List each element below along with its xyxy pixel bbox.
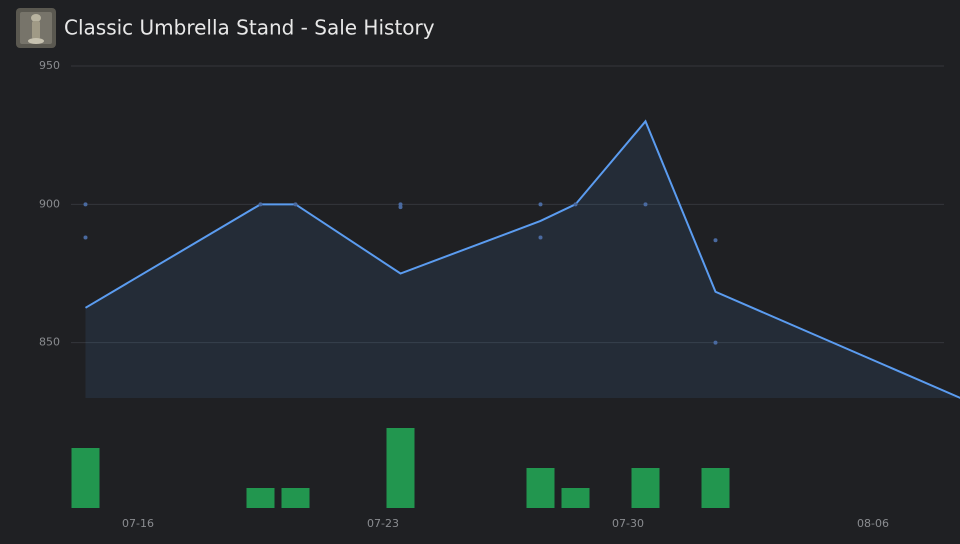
- x-tick-label: 08-06: [857, 517, 889, 530]
- volume-bar: [247, 488, 275, 508]
- sale-dot: [714, 238, 718, 242]
- x-tick-label: 07-23: [367, 517, 399, 530]
- sale-dot: [84, 202, 88, 206]
- sale-dot: [644, 202, 648, 206]
- chart-title: Classic Umbrella Stand - Sale History: [64, 16, 435, 40]
- y-tick-label: 900: [39, 197, 60, 210]
- volume-bar: [632, 468, 660, 508]
- volume-bar: [702, 468, 730, 508]
- x-tick-label: 07-30: [612, 517, 644, 530]
- sale-dot: [294, 202, 298, 206]
- x-tick-label: 07-16: [122, 517, 154, 530]
- sale-dot: [399, 205, 403, 209]
- volume-bar: [527, 468, 555, 508]
- volume-bar: [387, 428, 415, 508]
- volume-bar: [72, 448, 100, 508]
- sale-dot: [259, 202, 263, 206]
- sale-dot: [574, 202, 578, 206]
- y-tick-label: 950: [39, 59, 60, 72]
- item-icon: [16, 8, 56, 48]
- volume-bar: [282, 488, 310, 508]
- sale-dot: [714, 341, 718, 345]
- sale-dot: [84, 236, 88, 240]
- volume-bar: [562, 488, 590, 508]
- sale-dot: [539, 236, 543, 240]
- price-area: [86, 121, 960, 398]
- y-tick-label: 850: [39, 336, 60, 349]
- sale-dot: [539, 202, 543, 206]
